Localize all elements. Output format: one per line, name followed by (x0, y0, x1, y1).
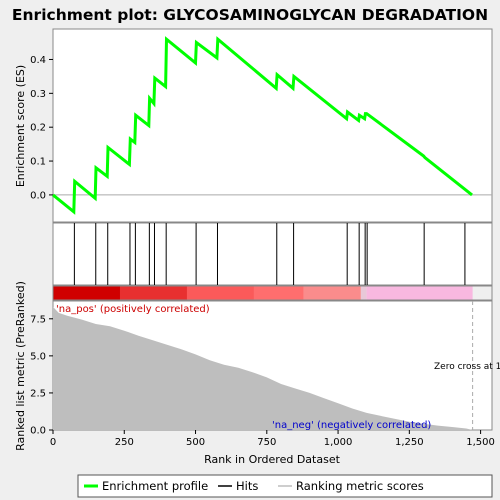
metric-x-tick-label: 1,500 (466, 437, 495, 448)
metric-x-tick-label: 750 (257, 437, 276, 448)
es-y-tick-label: 0.4 (30, 55, 46, 66)
metric-x-tick-label: 1,000 (324, 437, 353, 448)
negative-correlation-label: 'na_neg' (negatively correlated) (272, 420, 431, 431)
es-y-tick-label: 0.0 (30, 190, 46, 201)
hits-panel (52, 222, 493, 286)
metric-y-tick-label: 5.0 (30, 351, 46, 362)
colorbar-segment (53, 286, 120, 300)
colorbar-segment (360, 286, 367, 300)
colorbar-segment (186, 286, 254, 300)
legend-label: Hits (236, 479, 258, 493)
metric-y-axis-label: Ranked list metric (PreRanked) (14, 281, 27, 451)
metric-x-axis: 0 250 500 750 1,000 1,250 1,500 (50, 430, 495, 448)
metric-y-tick-label: 0.0 (30, 426, 46, 437)
legend-label: Ranking metric scores (296, 479, 424, 493)
es-panel (52, 28, 493, 223)
colorbar-segment (303, 286, 361, 300)
metric-x-tick-label: 250 (115, 437, 134, 448)
es-y-tick-label: 0.2 (30, 123, 46, 134)
metric-x-axis-label: Rank in Ordered Dataset (204, 453, 341, 466)
metric-x-tick-label: 0 (50, 437, 56, 448)
colorbar-segment (366, 286, 473, 300)
metric-y-tick-label: 2.5 (30, 388, 46, 399)
ranking-metric-area (53, 306, 473, 430)
es-y-axis-label: Enrichment score (ES) (14, 65, 27, 187)
metric-x-tick-label: 500 (186, 437, 205, 448)
es-y-tick-label: 0.1 (30, 157, 46, 168)
es-y-tick-label: 0.3 (30, 89, 46, 100)
legend: Enrichment profile Hits Ranking metric sco… (84, 479, 424, 493)
chart-title: Enrichment plot: GLYCOSAMINOGLYCAN DEGRA… (12, 6, 488, 24)
ranking-colorbar (52, 285, 493, 301)
metric-y-axis: 0.0 2.5 5.0 7.5 (30, 314, 53, 437)
metric-x-tick-label: 1,250 (395, 437, 424, 448)
hits-group (73, 223, 466, 285)
positive-correlation-label: 'na_pos' (positively correlated) (56, 304, 210, 315)
metric-y-tick-label: 7.5 (30, 314, 46, 325)
zero-cross-label: Zero cross at 1 (434, 362, 500, 372)
enrichment-profile-line (52, 36, 473, 215)
legend-label: Enrichment profile (102, 479, 208, 493)
es-y-axis: 0.0 0.1 0.2 0.3 0.4 (30, 55, 53, 201)
colorbar-frame (52, 285, 493, 301)
colorbar-segment (119, 286, 187, 300)
colorbar-segment (253, 286, 304, 300)
